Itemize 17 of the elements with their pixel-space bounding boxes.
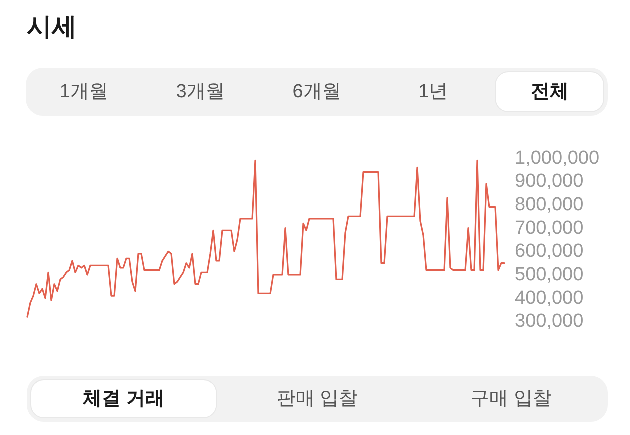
tab-label: 6개월 <box>292 82 342 102</box>
tab-label: 1개월 <box>60 82 108 102</box>
tab-label: 판매 입찰 <box>276 388 358 410</box>
tab-label: 구매 입찰 <box>470 388 552 410</box>
y-tick-label: 900,000 <box>515 171 584 192</box>
title: 시세 <box>27 13 77 41</box>
tab-label: 체결 거래 <box>83 388 164 410</box>
y-tick-label: 600,000 <box>515 241 584 262</box>
y-tick-label: 700,000 <box>515 218 584 239</box>
y-tick-label: 1,000,000 <box>515 148 600 169</box>
y-tick-label: 400,000 <box>515 288 584 309</box>
tab-label: 3개월 <box>176 82 225 102</box>
tab-label: 전체 <box>530 82 569 102</box>
y-tick-label: 800,000 <box>515 194 584 216</box>
y-tick-label: 500,000 <box>515 264 584 286</box>
tab-label: 1년 <box>418 82 448 102</box>
y-tick-label: 300,000 <box>515 311 584 332</box>
